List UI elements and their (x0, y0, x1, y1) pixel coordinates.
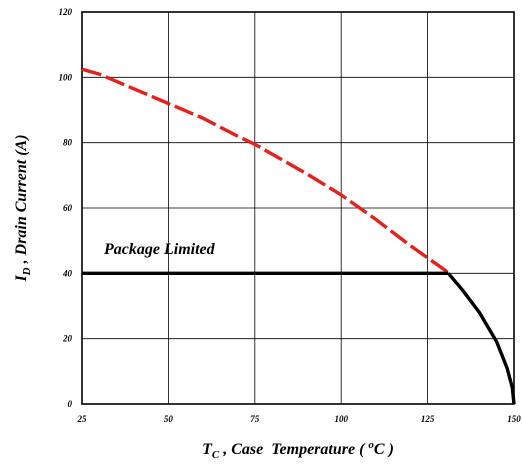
y-tick-label-40: 40 (62, 268, 73, 278)
y-tick-label-0: 0 (68, 399, 73, 409)
solid-current-curve-2 (447, 272, 516, 405)
tick-labels: 25 50 75 100 125 150 0 20 40 60 80 100 120 (59, 7, 522, 424)
dashed-current-curve (81, 67, 450, 275)
y-tick-label-80: 80 (63, 138, 73, 148)
x-tick-label-25: 25 (77, 414, 88, 424)
x-axis-title-text: , Case Temperature ( (219, 441, 368, 458)
x-axis-title-superscript: o (368, 439, 374, 451)
x-tick-label-75: 75 (250, 414, 260, 424)
x-axis-title-unit: C ) (374, 441, 394, 458)
x-axis-title-subscript: C (212, 449, 220, 461)
y-axis-title-subscript: D (21, 267, 33, 276)
x-tick-label-50: 50 (164, 414, 174, 424)
x-tick-label-125: 125 (421, 414, 435, 424)
y-axis-title-text: , Drain Current (A) (13, 134, 30, 267)
y-tick-label-20: 20 (62, 334, 73, 344)
y-axis-title-symbol: I (13, 275, 30, 283)
x-axis-title: TC , Case Temperature ( oC ) (202, 439, 394, 461)
y-axis-title: ID , Drain Current (A) (13, 134, 33, 282)
plot-frame (81, 11, 515, 405)
y-tick-label-120: 120 (59, 7, 73, 17)
series-layer (81, 67, 516, 405)
x-tick-label-150: 150 (507, 414, 521, 424)
grid (81, 11, 515, 405)
package-limited-annotation: Package Limited (103, 241, 216, 258)
y-tick-label-60: 60 (63, 203, 73, 213)
x-tick-label-100: 100 (334, 414, 348, 424)
y-tick-label-100: 100 (59, 72, 73, 82)
x-axis-title-symbol: T (202, 441, 213, 458)
